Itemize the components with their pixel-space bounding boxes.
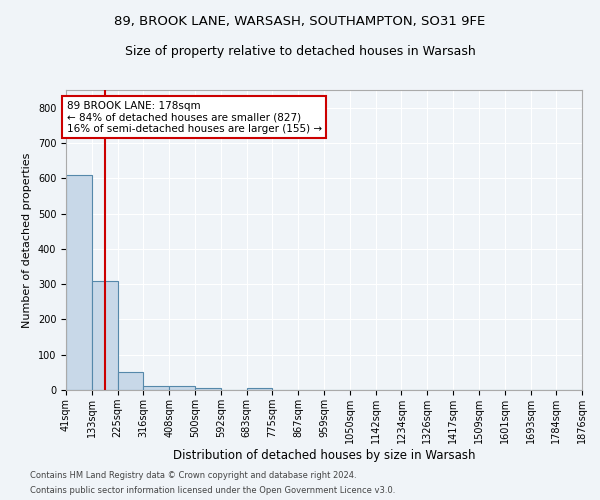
Bar: [169, 386, 195, 390]
Text: 89 BROOK LANE: 178sqm
← 84% of detached houses are smaller (827)
16% of semi-det: 89 BROOK LANE: 178sqm ← 84% of detached …: [67, 100, 322, 134]
Text: Size of property relative to detached houses in Warsash: Size of property relative to detached ho…: [125, 45, 475, 58]
X-axis label: Distribution of detached houses by size in Warsash: Distribution of detached houses by size …: [173, 448, 475, 462]
Bar: [247, 388, 272, 390]
Bar: [66, 176, 92, 390]
Y-axis label: Number of detached properties: Number of detached properties: [22, 152, 32, 328]
Text: 89, BROOK LANE, WARSASH, SOUTHAMPTON, SO31 9FE: 89, BROOK LANE, WARSASH, SOUTHAMPTON, SO…: [115, 15, 485, 28]
Text: Contains public sector information licensed under the Open Government Licence v3: Contains public sector information licen…: [30, 486, 395, 495]
Bar: [92, 280, 118, 390]
Bar: [195, 388, 221, 390]
Bar: [143, 386, 169, 390]
Text: Contains HM Land Registry data © Crown copyright and database right 2024.: Contains HM Land Registry data © Crown c…: [30, 471, 356, 480]
Bar: [118, 372, 143, 390]
